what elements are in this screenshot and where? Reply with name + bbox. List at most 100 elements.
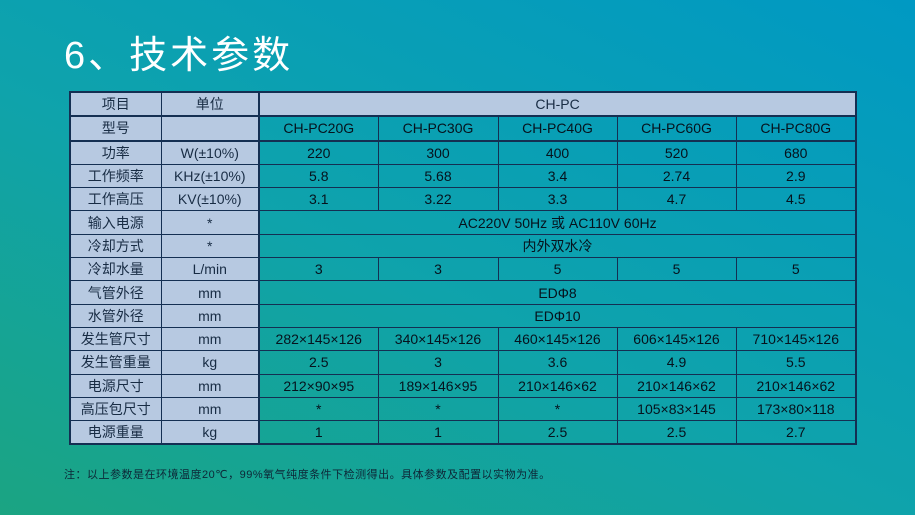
value-cell: 210×146×62 — [616, 373, 737, 398]
table-row-tube-weight: 发生管重量 kg 2.5 3 3.6 4.9 5.5 — [69, 350, 857, 375]
table-row-cooling-method: 冷却方式 * 内外双水冷 — [69, 233, 857, 259]
value-cell: 5 — [616, 257, 737, 282]
spec-table: 项目 单位 CH-PC 型号 CH-PC20G CH-PC30G CH-PC40… — [69, 91, 858, 446]
series-header: CH-PC — [257, 91, 857, 118]
value-cell: 1 — [377, 420, 499, 445]
table-row-psu-weight: 电源重量 kg 1 1 2.5 2.5 2.7 — [69, 420, 857, 445]
row-unit: KV(±10%) — [160, 187, 260, 212]
row-label: 电源重量 — [69, 420, 162, 445]
value-cell: 710×145×126 — [735, 326, 857, 352]
table-row-input-power: 输入电源 * AC220V 50Hz 或 AC110V 60Hz — [69, 210, 857, 235]
value-cell: 3 — [377, 350, 499, 375]
row-unit: mm — [160, 396, 260, 422]
row-label: 功率 — [69, 140, 162, 165]
value-cell: 2.9 — [735, 163, 857, 189]
row-unit: kg — [160, 420, 260, 445]
model-name-cell: CH-PC40G — [497, 115, 618, 142]
merged-value-cell: AC220V 50Hz 或 AC110V 60Hz — [257, 210, 857, 235]
value-cell: 5 — [497, 257, 618, 282]
row-unit: mm — [160, 303, 260, 328]
value-cell: 282×145×126 — [258, 326, 379, 352]
value-cell: 4.9 — [616, 350, 737, 375]
row-unit: mm — [160, 326, 260, 352]
value-cell: 3 — [377, 257, 499, 282]
model-name-cell: CH-PC30G — [377, 115, 499, 142]
row-unit: * — [160, 233, 260, 259]
value-cell: 2.7 — [735, 420, 857, 445]
row-label: 气管外径 — [69, 280, 162, 305]
row-label: 发生管重量 — [69, 350, 162, 375]
model-name-cell: CH-PC20G — [258, 115, 379, 142]
value-cell: 3 — [258, 257, 379, 282]
value-cell: 210×146×62 — [497, 373, 618, 398]
value-cell: 3.6 — [497, 350, 618, 375]
row-unit: mm — [160, 280, 260, 305]
model-row: 型号 CH-PC20G CH-PC30G CH-PC40G CH-PC60G C… — [69, 115, 857, 142]
value-cell: 1 — [258, 420, 379, 445]
value-cell: 212×90×95 — [258, 373, 379, 398]
value-cell: 3.22 — [377, 187, 499, 212]
row-label: 电源尺寸 — [69, 373, 162, 398]
value-cell: 340×145×126 — [377, 326, 499, 352]
footnote: 注：以上参数是在环境温度20℃，99%氧气纯度条件下检测得出。具体参数及配置以实… — [64, 469, 551, 481]
table-row-hv-pack-size: 高压包尺寸 mm * * * 105×83×145 173×80×118 — [69, 396, 857, 422]
value-cell: 2.5 — [497, 420, 618, 445]
value-cell: 4.7 — [616, 187, 737, 212]
row-unit: W(±10%) — [160, 140, 260, 165]
model-name-cell: CH-PC60G — [616, 115, 737, 142]
value-cell: 189×146×95 — [377, 373, 499, 398]
row-label: 高压包尺寸 — [69, 396, 162, 422]
value-cell: 210×146×62 — [735, 373, 857, 398]
col-header-item: 项目 — [69, 91, 162, 118]
value-cell: 173×80×118 — [735, 396, 857, 422]
value-cell: 5.8 — [258, 163, 379, 189]
model-name-cell: CH-PC80G — [735, 115, 857, 142]
row-label: 水管外径 — [69, 303, 162, 328]
col-header-unit: 单位 — [160, 91, 260, 118]
row-label: 冷却水量 — [69, 257, 162, 282]
value-cell: 5 — [735, 257, 857, 282]
value-cell: 220 — [258, 140, 379, 165]
value-cell: 3.1 — [258, 187, 379, 212]
table-row-water-pipe: 水管外径 mm EDΦ10 — [69, 303, 857, 328]
row-label: 工作频率 — [69, 163, 162, 189]
merged-value-cell: 内外双水冷 — [257, 233, 857, 259]
row-unit: KHz(±10%) — [160, 163, 260, 189]
merged-value-cell: EDΦ8 — [257, 280, 857, 305]
table-row-tube-size: 发生管尺寸 mm 282×145×126 340×145×126 460×145… — [69, 326, 857, 352]
value-cell: 105×83×145 — [616, 396, 737, 422]
table-row-frequency: 工作频率 KHz(±10%) 5.8 5.68 3.4 2.74 2.9 — [69, 163, 857, 189]
merged-value-cell: EDΦ10 — [257, 303, 857, 328]
table-header-row: 项目 单位 CH-PC — [69, 91, 857, 118]
value-cell: 2.5 — [258, 350, 379, 375]
value-cell: 3.3 — [497, 187, 618, 212]
value-cell: * — [377, 396, 499, 422]
value-cell: * — [497, 396, 618, 422]
row-label: 工作高压 — [69, 187, 162, 212]
value-cell: * — [258, 396, 379, 422]
value-cell: 300 — [377, 140, 499, 165]
value-cell: 2.5 — [616, 420, 737, 445]
row-unit: kg — [160, 350, 260, 375]
table-row-cooling-water: 冷却水量 L/min 3 3 5 5 5 — [69, 257, 857, 282]
value-cell: 3.4 — [497, 163, 618, 189]
row-unit: mm — [160, 373, 260, 398]
model-unit-empty-cell — [160, 115, 260, 142]
value-cell: 5.5 — [735, 350, 857, 375]
row-label: 冷却方式 — [69, 233, 162, 259]
table-row-psu-size: 电源尺寸 mm 212×90×95 189×146×95 210×146×62 … — [69, 373, 857, 398]
page-title: 6、技术参数 — [64, 35, 294, 77]
value-cell: 5.68 — [377, 163, 499, 189]
value-cell: 2.74 — [616, 163, 737, 189]
row-label: 输入电源 — [69, 210, 162, 235]
value-cell: 400 — [497, 140, 618, 165]
value-cell: 680 — [735, 140, 857, 165]
table-row-air-pipe: 气管外径 mm EDΦ8 — [69, 280, 857, 305]
table-row-voltage: 工作高压 KV(±10%) 3.1 3.22 3.3 4.7 4.5 — [69, 187, 857, 212]
table-row-power: 功率 W(±10%) 220 300 400 520 680 — [69, 140, 857, 165]
value-cell: 520 — [616, 140, 737, 165]
value-cell: 606×145×126 — [616, 326, 737, 352]
row-unit: * — [160, 210, 260, 235]
row-unit: L/min — [160, 257, 260, 282]
